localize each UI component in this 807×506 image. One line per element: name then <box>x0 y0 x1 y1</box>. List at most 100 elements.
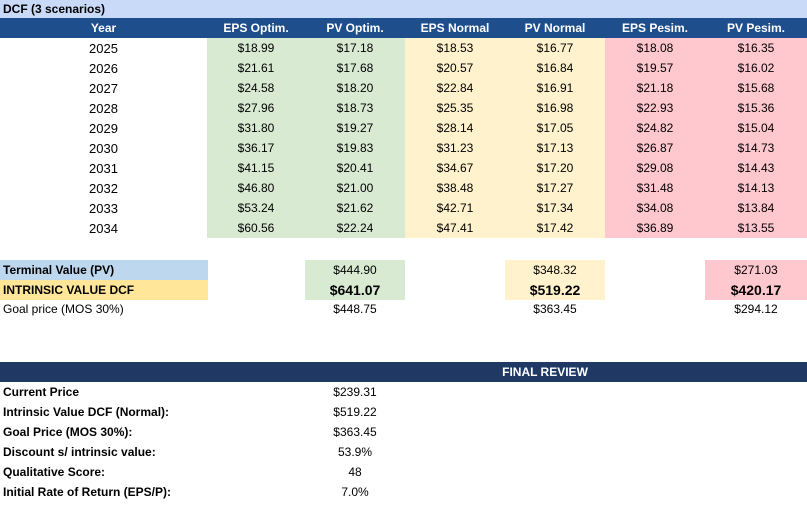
value-cell: $27.96 <box>207 98 305 118</box>
value-cell: $26.87 <box>605 138 705 158</box>
value-cell: $17.13 <box>505 138 605 158</box>
value-cell: $24.82 <box>605 118 705 138</box>
value-cell: $36.89 <box>605 218 705 238</box>
column-header: EPS Normal <box>405 18 505 38</box>
year-cell: 2027 <box>89 80 118 96</box>
value-cell: $28.14 <box>405 118 505 138</box>
review-title: FINAL REVIEW <box>502 365 588 379</box>
review-label: Discount s/ intrinsic value: <box>3 445 156 459</box>
value-cell: $13.84 <box>705 198 807 218</box>
review-value: 48 <box>348 465 362 479</box>
value-cell: $31.48 <box>605 178 705 198</box>
column-header: PV Optim. <box>305 18 405 38</box>
value-cell: $15.04 <box>705 118 807 138</box>
column-header: PV Normal <box>505 18 605 38</box>
value-cell: $21.00 <box>305 178 405 198</box>
year-cell: 2031 <box>89 160 118 176</box>
year-cell: 2030 <box>89 140 118 156</box>
review-label: Goal Price (MOS 30%): <box>3 425 133 439</box>
value-cell: $14.43 <box>705 158 807 178</box>
value-cell: $14.13 <box>705 178 807 198</box>
value-cell: $36.17 <box>207 138 305 158</box>
value-cell: $17.27 <box>505 178 605 198</box>
value-cell: $53.24 <box>207 198 305 218</box>
review-label: Current Price <box>3 385 80 399</box>
summary-value: $641.07 <box>305 280 405 300</box>
value-cell: $18.08 <box>605 38 705 58</box>
review-value: $363.45 <box>333 425 377 439</box>
review-value: $239.31 <box>333 385 377 399</box>
year-cell: 2032 <box>89 180 118 196</box>
value-cell: $18.53 <box>405 38 505 58</box>
value-cell: $17.18 <box>305 38 405 58</box>
summary-label: INTRINSIC VALUE DCF <box>0 280 208 300</box>
value-cell: $17.68 <box>305 58 405 78</box>
summary-value: $363.45 <box>533 302 577 316</box>
value-cell: $41.15 <box>207 158 305 178</box>
column-header: Year <box>0 18 207 38</box>
value-cell: $46.80 <box>207 178 305 198</box>
value-cell: $31.80 <box>207 118 305 138</box>
value-cell: $25.35 <box>405 98 505 118</box>
review-value: $519.22 <box>333 405 377 419</box>
summary-value: $519.22 <box>505 280 605 300</box>
value-cell: $17.42 <box>505 218 605 238</box>
column-header: PV Pesim. <box>705 18 807 38</box>
value-cell: $16.77 <box>505 38 605 58</box>
summary-value: $271.03 <box>705 260 807 280</box>
value-cell: $42.71 <box>405 198 505 218</box>
review-label: Intrinsic Value DCF (Normal): <box>3 405 170 419</box>
value-cell: $16.02 <box>705 58 807 78</box>
value-cell: $47.41 <box>405 218 505 238</box>
value-cell: $15.68 <box>705 78 807 98</box>
value-cell: $21.61 <box>207 58 305 78</box>
review-value: 7.0% <box>341 485 369 499</box>
value-cell: $31.23 <box>405 138 505 158</box>
value-cell: $18.73 <box>305 98 405 118</box>
review-value: 53.9% <box>337 445 373 459</box>
year-cell: 2025 <box>89 40 118 56</box>
value-cell: $22.93 <box>605 98 705 118</box>
value-cell: $34.67 <box>405 158 505 178</box>
summary-value: $444.90 <box>305 260 405 280</box>
summary-value: $294.12 <box>734 302 778 316</box>
value-cell: $15.36 <box>705 98 807 118</box>
review-band <box>0 362 807 382</box>
review-label: Initial Rate of Return (EPS/P): <box>3 485 172 499</box>
value-cell: $19.83 <box>305 138 405 158</box>
value-cell: $16.35 <box>705 38 807 58</box>
value-cell: $16.84 <box>505 58 605 78</box>
summary-value: $420.17 <box>705 280 807 300</box>
year-cell: 2026 <box>89 60 118 76</box>
value-cell: $18.99 <box>207 38 305 58</box>
summary-label: Terminal Value (PV) <box>0 260 208 280</box>
summary-label: Goal price (MOS 30%) <box>3 302 124 316</box>
value-cell: $17.05 <box>505 118 605 138</box>
summary-value: $348.32 <box>505 260 605 280</box>
value-cell: $17.34 <box>505 198 605 218</box>
year-cell: 2028 <box>89 100 118 116</box>
value-cell: $17.20 <box>505 158 605 178</box>
value-cell: $24.58 <box>207 78 305 98</box>
value-cell: $29.08 <box>605 158 705 178</box>
value-cell: $13.55 <box>705 218 807 238</box>
year-cell: 2029 <box>89 120 118 136</box>
review-label: Qualitative Score: <box>3 465 106 479</box>
value-cell: $19.27 <box>305 118 405 138</box>
value-cell: $21.62 <box>305 198 405 218</box>
year-cell: 2033 <box>89 200 118 216</box>
value-cell: $20.41 <box>305 158 405 178</box>
column-header: EPS Pesim. <box>605 18 705 38</box>
value-cell: $14.73 <box>705 138 807 158</box>
year-cell: 2034 <box>89 220 118 236</box>
value-cell: $16.91 <box>505 78 605 98</box>
value-cell: $60.56 <box>207 218 305 238</box>
value-cell: $38.48 <box>405 178 505 198</box>
value-cell: $16.98 <box>505 98 605 118</box>
summary-value: $448.75 <box>333 302 377 316</box>
value-cell: $22.84 <box>405 78 505 98</box>
value-cell: $20.57 <box>405 58 505 78</box>
value-cell: $22.24 <box>305 218 405 238</box>
sheet-title: DCF (3 scenarios) <box>0 0 807 18</box>
